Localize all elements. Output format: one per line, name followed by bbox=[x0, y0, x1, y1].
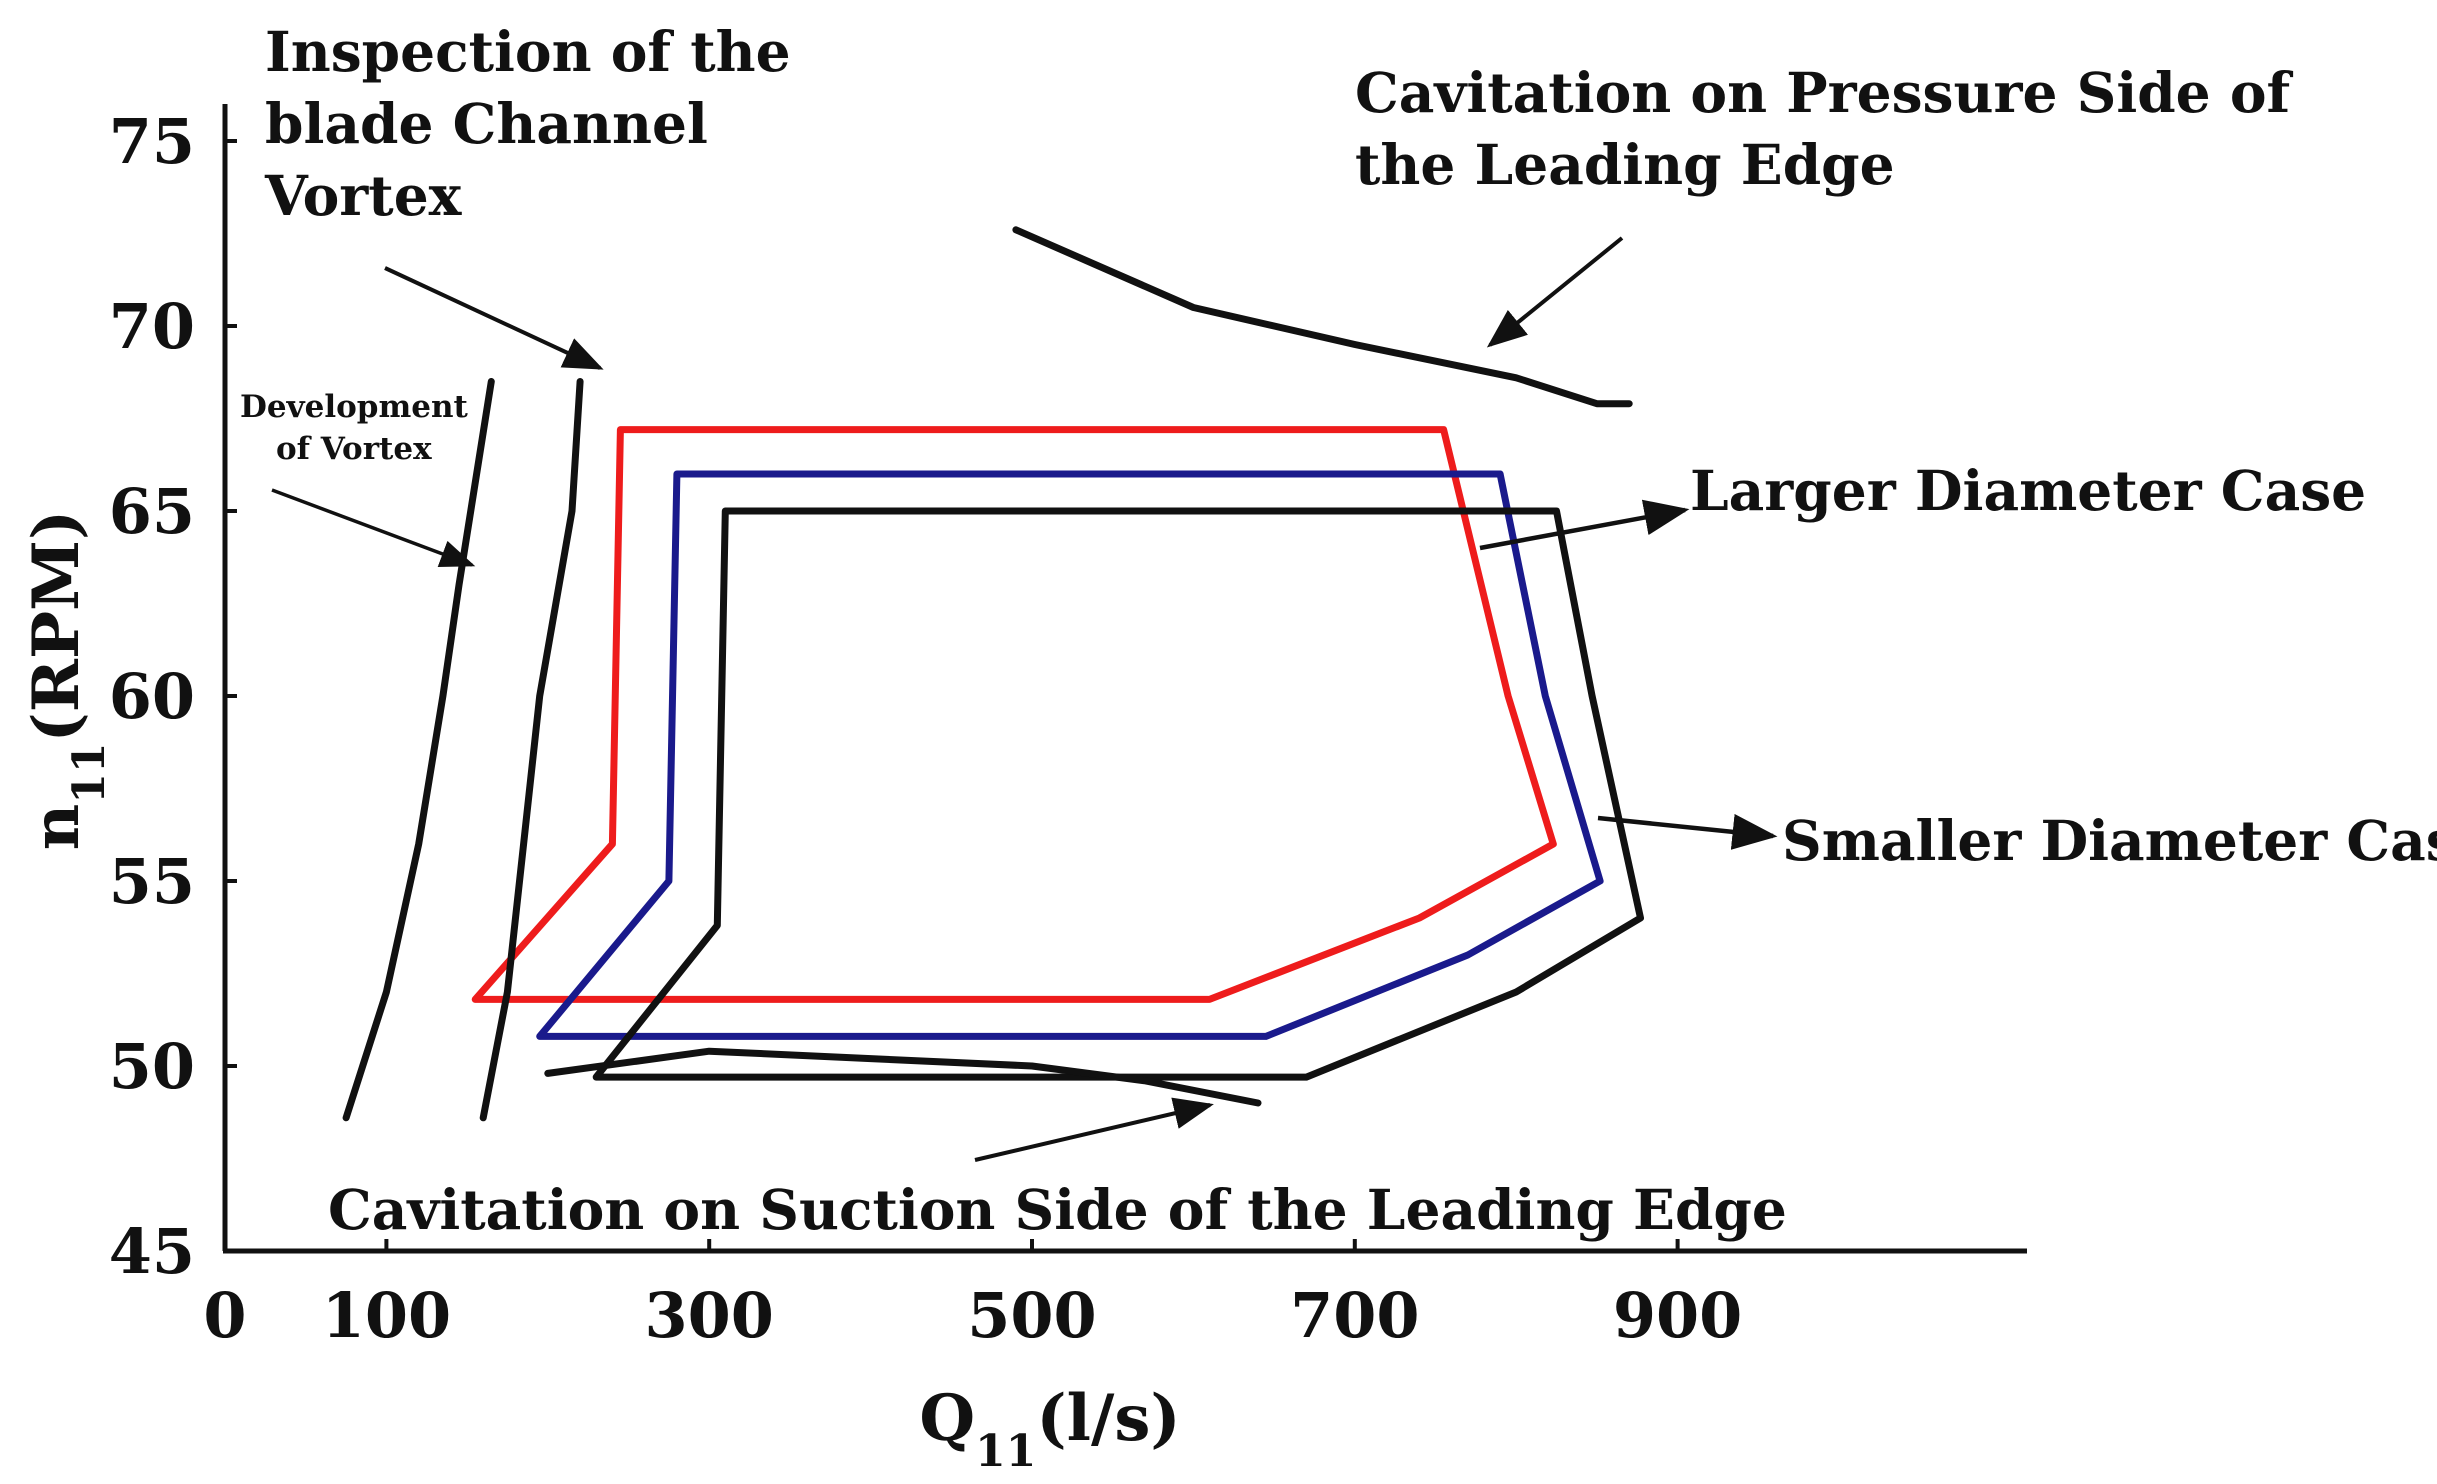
y-axis-title-sub: 11 bbox=[64, 742, 115, 803]
annotation-suction-side-arrow bbox=[974, 1097, 1214, 1162]
x-tick-label: 0 bbox=[203, 1279, 246, 1352]
x-tick-label: 900 bbox=[1613, 1279, 1742, 1352]
annotation-smaller-diameter: Smaller Diameter Case bbox=[1597, 808, 2437, 873]
x-tick-label: 300 bbox=[644, 1279, 773, 1352]
annotation-development-of-vortex-line-1: Development bbox=[240, 389, 469, 425]
annotation-development-of-vortex-line-2: of Vortex bbox=[276, 431, 432, 467]
annotation-pressure-side: Cavitation on Pressure Side of the Leadi… bbox=[1355, 60, 2294, 348]
y-axis-title: n11(RPM) bbox=[19, 510, 115, 850]
y-axis-title-main: n bbox=[19, 804, 94, 851]
annotation-smaller-diameter-arrow bbox=[1597, 813, 1778, 850]
annotation-blade-channel-vortex: Inspection of the blade Channel Vortex bbox=[264, 19, 791, 370]
y-tick-label: 70 bbox=[109, 290, 195, 363]
annotation-larger-diameter: Larger Diameter Case bbox=[1479, 458, 2366, 551]
annotation-suction-side-label: Cavitation on Suction Side of the Leadin… bbox=[328, 1177, 1787, 1242]
y-tick-label: 65 bbox=[109, 475, 195, 548]
annotation-pressure-side-arrow bbox=[1486, 236, 1624, 348]
y-tick-label: 75 bbox=[109, 105, 195, 178]
annotation-larger-diameter-arrow bbox=[1479, 499, 1690, 551]
series-development-of-vortex-boundary bbox=[342, 378, 495, 1122]
annotation-larger-diameter-label: Larger Diameter Case bbox=[1690, 458, 2366, 523]
series-black-envelope bbox=[592, 507, 1644, 1081]
y-tick-label: 55 bbox=[109, 845, 195, 918]
series-blue-envelope bbox=[536, 470, 1604, 1040]
x-axis-title-main: Q bbox=[919, 1381, 975, 1456]
x-axis-title-sub: 11 bbox=[975, 1426, 1036, 1477]
series-layer bbox=[342, 226, 1644, 1122]
annotation-blade-channel-vortex-line-3: Vortex bbox=[264, 163, 463, 228]
annotation-pressure-side-line-1: Cavitation on Pressure Side of bbox=[1355, 60, 2294, 125]
annotation-pressure-side-line-2: the Leading Edge bbox=[1355, 132, 1895, 197]
y-axis-title-unit: (RPM) bbox=[19, 510, 94, 743]
y-tick-label: 60 bbox=[109, 660, 195, 733]
y-tick-label: 50 bbox=[109, 1030, 195, 1103]
annotation-blade-channel-vortex-arrow bbox=[384, 266, 604, 370]
x-tick-label: 500 bbox=[967, 1279, 1096, 1352]
x-tick-label: 700 bbox=[1290, 1279, 1419, 1352]
y-tick-label: 45 bbox=[109, 1215, 195, 1288]
annotation-smaller-diameter-label: Smaller Diameter Case bbox=[1782, 808, 2437, 873]
series-blade-channel-vortex-boundary bbox=[479, 378, 584, 1122]
annotation-blade-channel-vortex-line-2: blade Channel bbox=[265, 91, 708, 156]
x-axis-title: Q11(l/s) bbox=[919, 1381, 1180, 1477]
series-suction-side-cavitation-boundary bbox=[544, 1047, 1262, 1107]
x-tick-label: 100 bbox=[322, 1279, 451, 1352]
annotation-development-of-vortex-arrow bbox=[271, 488, 476, 568]
x-axis-title-unit: (l/s) bbox=[1036, 1381, 1180, 1456]
annotation-suction-side: Cavitation on Suction Side of the Leadin… bbox=[328, 1097, 1787, 1242]
annotation-blade-channel-vortex-line-1: Inspection of the bbox=[265, 19, 791, 84]
series-red-envelope bbox=[471, 426, 1557, 1003]
series-pressure-side-cavitation-boundary bbox=[1012, 226, 1633, 408]
axis-ticks: 0 100 300 500 700 900 45 50 55 60 65 70 75 bbox=[109, 105, 1743, 1352]
annotation-development-of-vortex: Development of Vortex bbox=[240, 389, 476, 568]
